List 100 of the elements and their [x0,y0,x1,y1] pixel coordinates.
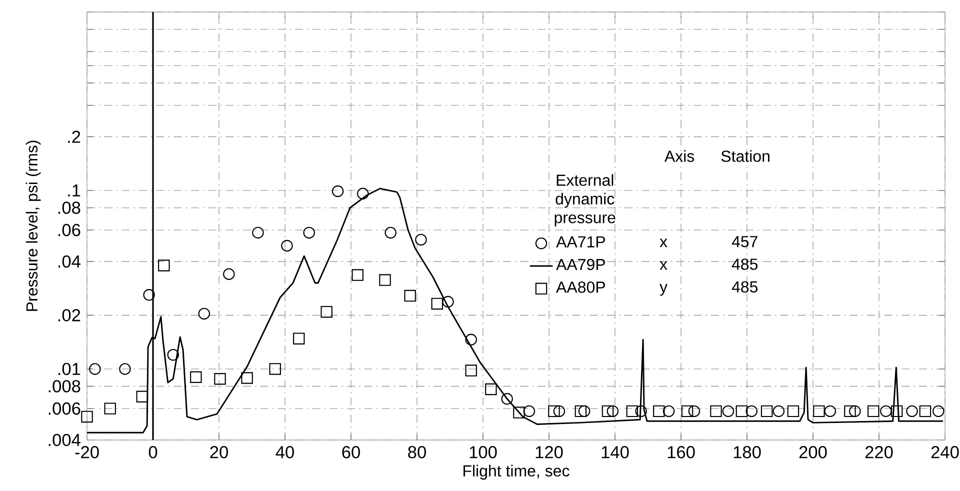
point [81,410,93,423]
x-tick-label: 100 [470,446,497,458]
point [772,405,785,418]
legend-label: AA79P [556,258,605,270]
legend-title: External dynamic pressure [554,174,616,226]
x-tick-label: 0 [148,446,158,458]
point [906,405,918,418]
point [214,373,226,385]
point [626,405,638,418]
point [553,405,566,418]
x-axis-title: Flight time, sec [464,464,570,480]
x-tick-label: 80 [408,446,426,458]
point [844,405,856,418]
y-tick-label: .08 [58,202,80,214]
x-tick-label: 20 [210,446,228,458]
annotation: Axis [664,150,694,162]
x-tick-label: 60 [342,446,360,458]
y-tick-label: .02 [58,309,80,322]
point [119,363,131,375]
point [442,296,454,308]
x-tick-label: 160 [668,446,695,458]
point [662,405,675,418]
y-tick-label: .04 [58,255,80,268]
x-tick-label: 120 [536,446,563,458]
point [548,405,560,418]
point [688,405,700,418]
y-tick-label: .008 [48,380,80,392]
annotation: Station [721,150,770,162]
point [332,185,344,198]
point [602,405,614,418]
point [485,383,497,396]
point [143,289,155,301]
point [303,226,315,239]
point [293,332,305,344]
y-tick-label: .01 [58,362,80,376]
y-tick-label: .1 [68,184,80,196]
x-tick-label: 140 [602,446,629,458]
x-tick-label: 240 [931,446,959,458]
point [198,308,210,320]
point [320,306,332,318]
point [384,226,396,239]
y-tick-label: .06 [58,224,80,236]
point [710,405,722,418]
x-tick-label: 200 [799,446,827,458]
y-tick-label: .004 [48,434,80,446]
x-tick-label: -20 [75,446,99,458]
point [465,334,477,346]
point [890,405,903,418]
point [379,274,391,286]
y-axis-title: Pressure level, psi (rms) [26,140,41,311]
point [352,269,364,281]
point [824,405,836,418]
point [501,392,513,405]
annotation: x [660,238,668,248]
point [252,226,264,239]
point [465,364,477,376]
point [167,348,180,361]
annotation: 485 [732,258,758,270]
point [849,405,861,418]
annotation: 457 [732,236,758,248]
x-tick-label: 40 [276,446,294,458]
point [880,405,892,418]
y-tick-label: .006 [48,402,80,415]
point [736,405,748,418]
point [606,405,619,418]
point [223,268,235,280]
point [681,405,694,418]
point [281,240,293,252]
point [190,371,202,383]
point [787,405,800,418]
legend-label: AA80P [556,282,605,293]
point [523,405,536,418]
point [136,390,148,402]
point [635,405,647,418]
point [760,405,773,418]
point [868,405,880,418]
point [578,405,590,418]
annotation: y [660,284,668,296]
point [746,405,758,418]
x-tick-label: 180 [734,446,761,458]
point [89,363,101,375]
legend-label: AA71P [556,236,605,248]
point [813,405,825,418]
point [513,406,525,418]
point [158,260,170,272]
point [269,363,281,375]
annotation: x [660,261,668,270]
point [357,188,369,200]
point [932,405,944,418]
point [722,405,734,418]
point [415,234,427,246]
point [574,405,587,418]
point [404,290,416,302]
annotation: 485 [732,281,758,293]
point [241,372,253,384]
point [104,402,116,414]
point [431,298,443,310]
point [919,405,932,418]
x-tick-label: 220 [865,446,893,458]
point [653,405,665,418]
